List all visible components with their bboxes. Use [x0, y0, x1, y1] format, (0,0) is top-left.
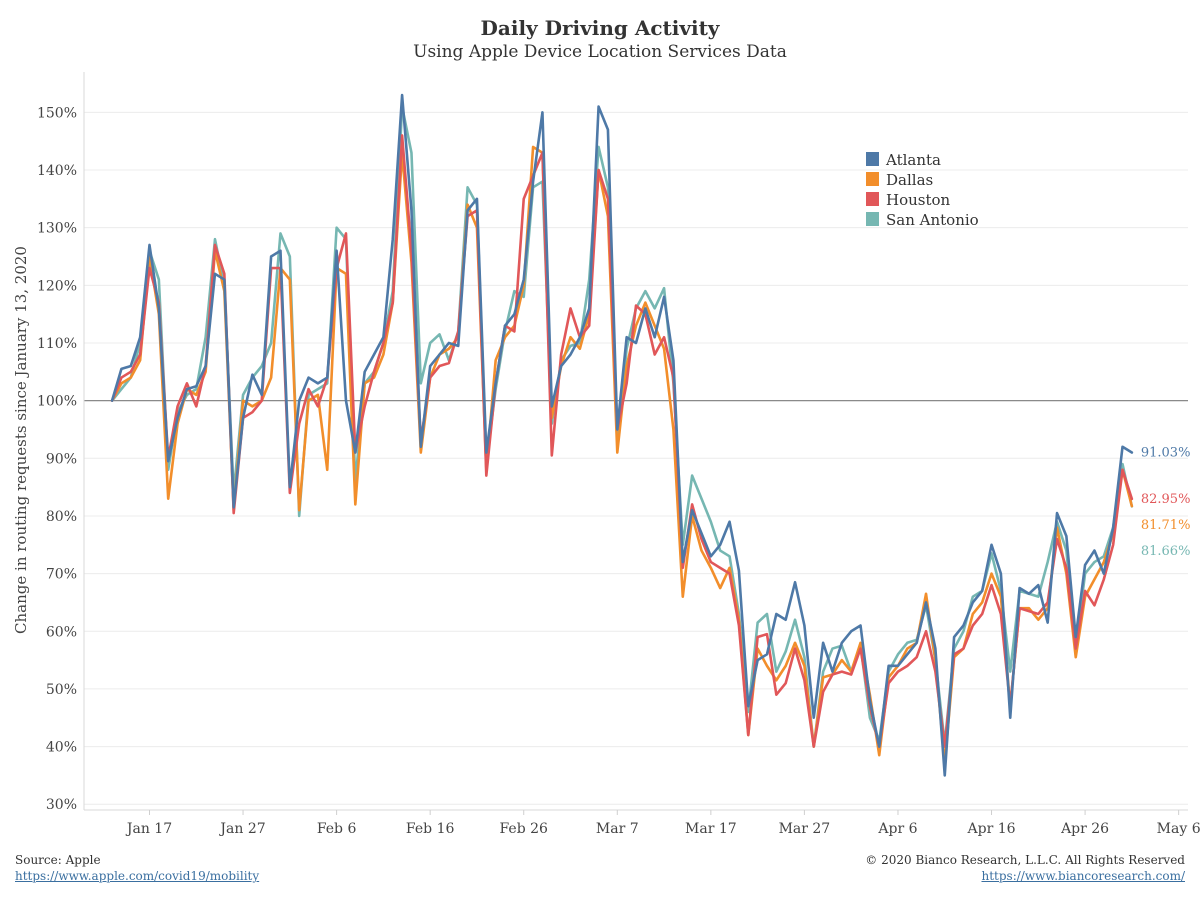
- y-tick-label: 110%: [37, 336, 77, 352]
- end-label-dallas: 81.71%: [1141, 518, 1191, 533]
- y-tick-label: 150%: [37, 105, 77, 121]
- x-tick-label: Apr 16: [967, 821, 1016, 837]
- x-tick-label: May 6: [1157, 821, 1200, 837]
- legend-swatch: [866, 212, 879, 226]
- legend-swatch: [866, 172, 879, 186]
- y-tick-label: 100%: [37, 394, 77, 410]
- y-tick-label: 120%: [37, 278, 77, 294]
- grid-lines: [84, 111, 1188, 805]
- series-line-houston: [110, 134, 1134, 748]
- x-tick-label: Feb 16: [406, 821, 455, 837]
- legend-swatch: [866, 152, 879, 166]
- series-line-atlanta: [110, 93, 1134, 777]
- y-tick-label: 60%: [46, 624, 77, 640]
- y-tick-label: 30%: [46, 797, 77, 813]
- x-tick-label: Mar 27: [779, 821, 831, 837]
- y-tick-label: 40%: [46, 740, 77, 756]
- x-tick-label: Jan 17: [125, 821, 172, 837]
- series-end-labels: 91.03% 82.95% 81.71% 81.66%: [1141, 446, 1191, 559]
- y-tick-labels: 30% 40% 50% 60% 70% 80% 90% 100% 110% 120% 130% 140…: [37, 105, 77, 813]
- legend-label: San Antonio: [886, 211, 979, 229]
- source-link[interactable]: https://www.apple.com/covid19/mobility: [15, 869, 260, 883]
- y-tick-label: 80%: [46, 509, 77, 525]
- legend: Atlanta Dallas Houston San Antonio: [866, 151, 979, 229]
- x-tick-label: Feb 26: [499, 821, 548, 837]
- x-tick-label: Apr 26: [1060, 821, 1109, 837]
- x-tick-label: Jan 27: [218, 821, 265, 837]
- source-block: Source: Apple https://www.apple.com/covi…: [15, 852, 259, 884]
- series-line-dallas: [110, 145, 1134, 766]
- end-label-houston: 82.95%: [1141, 492, 1191, 507]
- legend-label: Dallas: [886, 171, 933, 189]
- series-lines: [110, 93, 1134, 777]
- legend-label: Houston: [886, 191, 951, 209]
- copyright-block: © 2020 Bianco Research, L.L.C. All Right…: [865, 852, 1185, 884]
- x-tick-label: Mar 17: [685, 821, 737, 837]
- y-tick-label: 130%: [37, 221, 77, 237]
- x-tick-label: Mar 7: [596, 821, 639, 837]
- x-tick-label: Apr 6: [877, 821, 917, 837]
- x-tick-labels: Jan 17 Jan 27 Feb 6 Feb 16 Feb 26 Mar 7 Mar 17…: [125, 821, 1200, 837]
- source-label: Source: Apple: [15, 853, 101, 867]
- site-link[interactable]: https://www.biancoresearch.com/: [981, 869, 1185, 883]
- y-tick-label: 140%: [37, 163, 77, 179]
- copyright-text: © 2020 Bianco Research, L.L.C. All Right…: [865, 853, 1185, 867]
- y-axis-label: Change in routing requests since January…: [12, 246, 30, 634]
- chart-title: Daily Driving Activity: [480, 16, 720, 40]
- end-label-atlanta: 91.03%: [1141, 446, 1191, 461]
- legend-label: Atlanta: [885, 151, 941, 169]
- y-tick-label: 50%: [46, 682, 77, 698]
- axes: [83, 72, 1188, 815]
- end-label-san-antonio: 81.66%: [1141, 544, 1191, 559]
- x-tick-label: Feb 6: [317, 821, 357, 837]
- legend-swatch: [866, 192, 879, 206]
- chart-subtitle: Using Apple Device Location Services Dat…: [413, 42, 787, 62]
- series-line-san-antonio: [110, 105, 1134, 748]
- y-tick-label: 90%: [46, 451, 77, 467]
- y-tick-label: 70%: [46, 567, 77, 583]
